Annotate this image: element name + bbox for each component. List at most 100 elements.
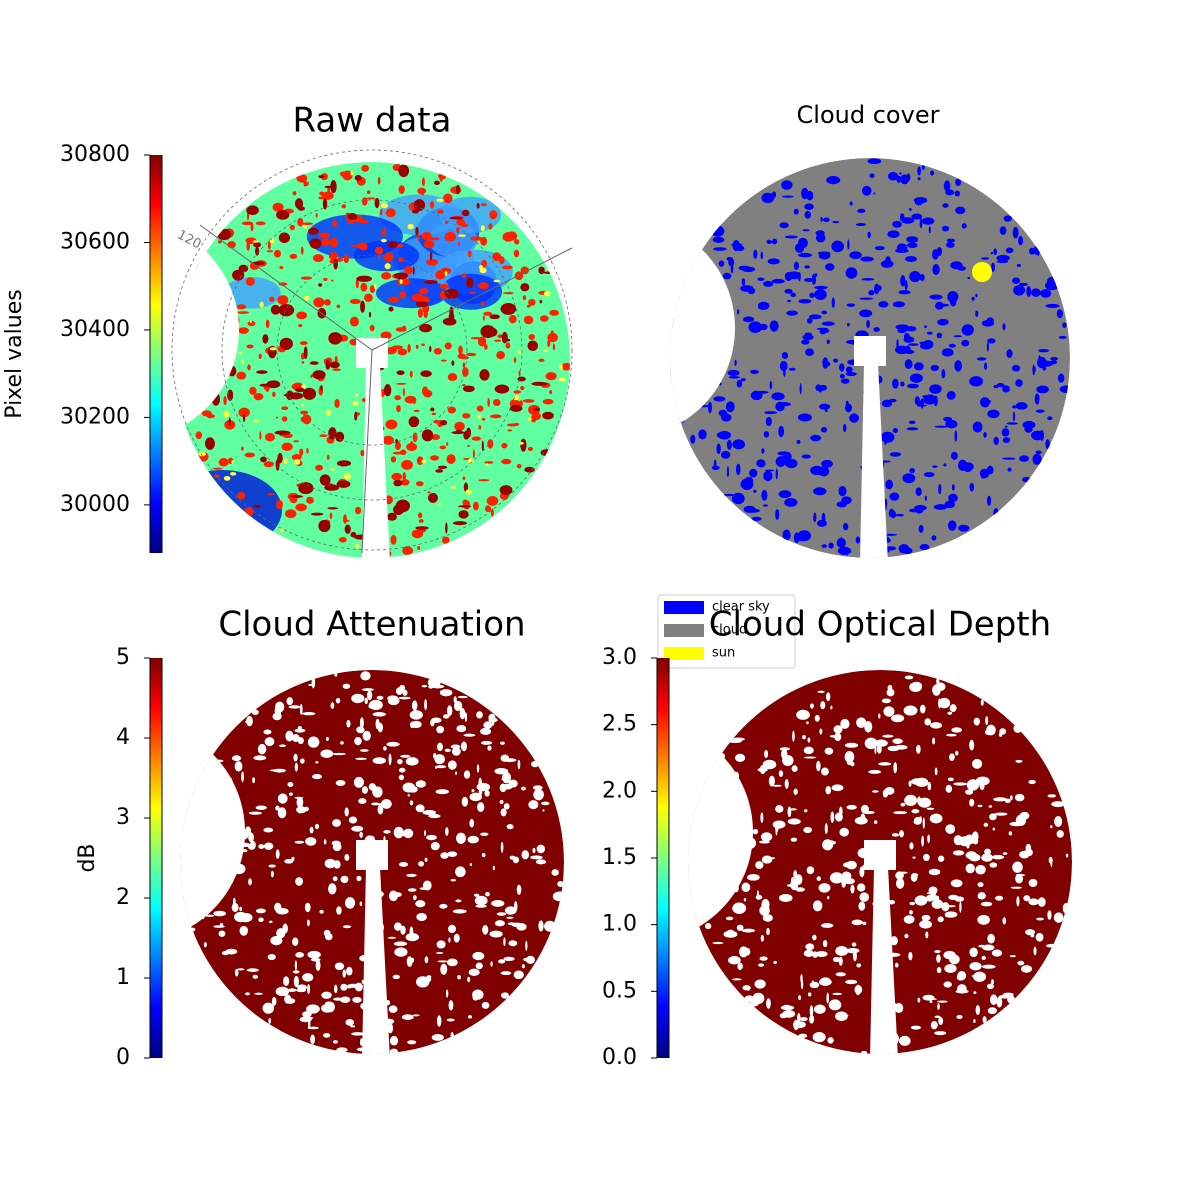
texture <box>502 772 512 784</box>
texture <box>263 842 274 850</box>
texture <box>253 755 267 761</box>
texture <box>447 406 456 414</box>
texture <box>1058 335 1067 339</box>
texture <box>856 963 862 968</box>
texture <box>383 252 394 262</box>
texture <box>763 280 774 287</box>
texture <box>440 963 448 975</box>
texture <box>813 512 817 523</box>
texture <box>351 1032 365 1036</box>
texture <box>310 374 313 378</box>
texture <box>335 780 346 786</box>
texture <box>965 789 974 795</box>
texture <box>518 400 523 407</box>
texture <box>1045 439 1050 450</box>
texture <box>360 300 366 313</box>
texture <box>333 860 341 869</box>
texture <box>391 472 403 481</box>
texture <box>1010 795 1013 801</box>
texture <box>804 210 812 219</box>
texture <box>846 303 856 307</box>
texture <box>440 359 447 362</box>
texture <box>532 847 536 854</box>
texture <box>296 797 304 808</box>
texture <box>437 465 448 470</box>
texture <box>477 802 485 813</box>
texture <box>298 810 301 814</box>
texture <box>860 1050 868 1054</box>
texture <box>458 345 463 355</box>
texture <box>760 251 764 260</box>
texture <box>1007 467 1012 472</box>
texture <box>759 956 768 961</box>
texture <box>530 414 537 423</box>
texture <box>971 296 975 301</box>
texture <box>471 436 482 441</box>
texture <box>285 509 297 519</box>
texture <box>497 334 504 339</box>
texture <box>412 266 415 275</box>
texture <box>254 992 263 995</box>
texture <box>820 217 823 222</box>
texture <box>842 522 849 531</box>
texture <box>398 185 405 194</box>
texture <box>387 296 400 303</box>
texture <box>385 347 397 355</box>
texture <box>448 312 455 322</box>
legend-swatch <box>664 601 704 614</box>
texture <box>494 339 502 342</box>
texture <box>989 813 997 821</box>
texture <box>751 516 762 521</box>
texture <box>810 434 822 442</box>
texture <box>396 370 405 376</box>
texture <box>969 376 984 387</box>
texture <box>237 491 246 500</box>
texture <box>1053 912 1064 923</box>
texture <box>494 920 505 927</box>
texture <box>313 297 325 308</box>
texture <box>934 1031 947 1036</box>
texture <box>1059 385 1070 394</box>
texture <box>361 197 368 206</box>
texture <box>806 721 809 725</box>
texture <box>301 384 307 389</box>
texture <box>499 485 513 496</box>
texture <box>278 304 295 317</box>
texture <box>258 353 262 359</box>
texture <box>396 404 401 413</box>
texture <box>364 697 368 705</box>
texture <box>526 304 531 308</box>
texture <box>527 446 533 452</box>
texture <box>481 853 486 858</box>
texture <box>381 799 392 809</box>
texture <box>255 805 267 810</box>
texture <box>965 863 975 874</box>
texture <box>945 824 956 834</box>
colorbar-label: Pixel values <box>2 289 27 418</box>
texture <box>407 888 417 892</box>
texture <box>325 1001 335 1013</box>
texture <box>336 906 342 915</box>
texture <box>448 924 457 934</box>
texture <box>871 790 879 793</box>
texture <box>380 202 389 209</box>
texture <box>917 177 921 181</box>
texture <box>306 1004 320 1014</box>
texture <box>908 208 912 211</box>
legend-label: cloud <box>712 623 747 638</box>
texture <box>919 704 926 714</box>
colorbar <box>657 658 669 1058</box>
texture <box>889 492 900 501</box>
panel-title: Raw data <box>293 101 452 141</box>
texture <box>301 222 314 226</box>
texture <box>757 767 768 772</box>
texture <box>763 431 770 438</box>
texture <box>784 778 789 789</box>
texture <box>281 406 289 411</box>
texture <box>919 920 933 929</box>
texture <box>886 688 895 697</box>
texture <box>389 1035 399 1046</box>
texture <box>513 970 524 980</box>
texture <box>778 425 785 438</box>
texture <box>295 387 305 393</box>
